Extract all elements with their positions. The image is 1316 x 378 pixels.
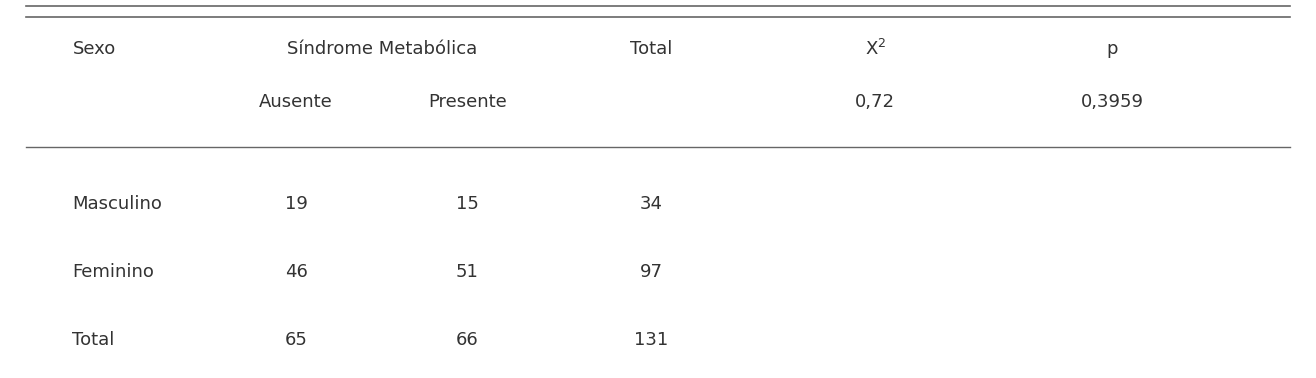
Text: 97: 97 [640, 263, 663, 281]
Text: Sexo: Sexo [72, 40, 116, 58]
Text: 0,72: 0,72 [855, 93, 895, 111]
Text: X$^2$: X$^2$ [865, 39, 886, 59]
Text: Total: Total [72, 331, 114, 349]
Text: p: p [1107, 40, 1117, 58]
Text: 46: 46 [284, 263, 308, 281]
Text: Feminino: Feminino [72, 263, 154, 281]
Text: Síndrome Metabólica: Síndrome Metabólica [287, 40, 476, 58]
Text: 131: 131 [634, 331, 669, 349]
Text: Ausente: Ausente [259, 93, 333, 111]
Text: Total: Total [630, 40, 672, 58]
Text: 51: 51 [455, 263, 479, 281]
Text: 15: 15 [455, 195, 479, 213]
Text: Masculino: Masculino [72, 195, 162, 213]
Text: 19: 19 [284, 195, 308, 213]
Text: 66: 66 [455, 331, 479, 349]
Text: 34: 34 [640, 195, 663, 213]
Text: 65: 65 [284, 331, 308, 349]
Text: 0,3959: 0,3959 [1080, 93, 1144, 111]
Text: Presente: Presente [428, 93, 507, 111]
